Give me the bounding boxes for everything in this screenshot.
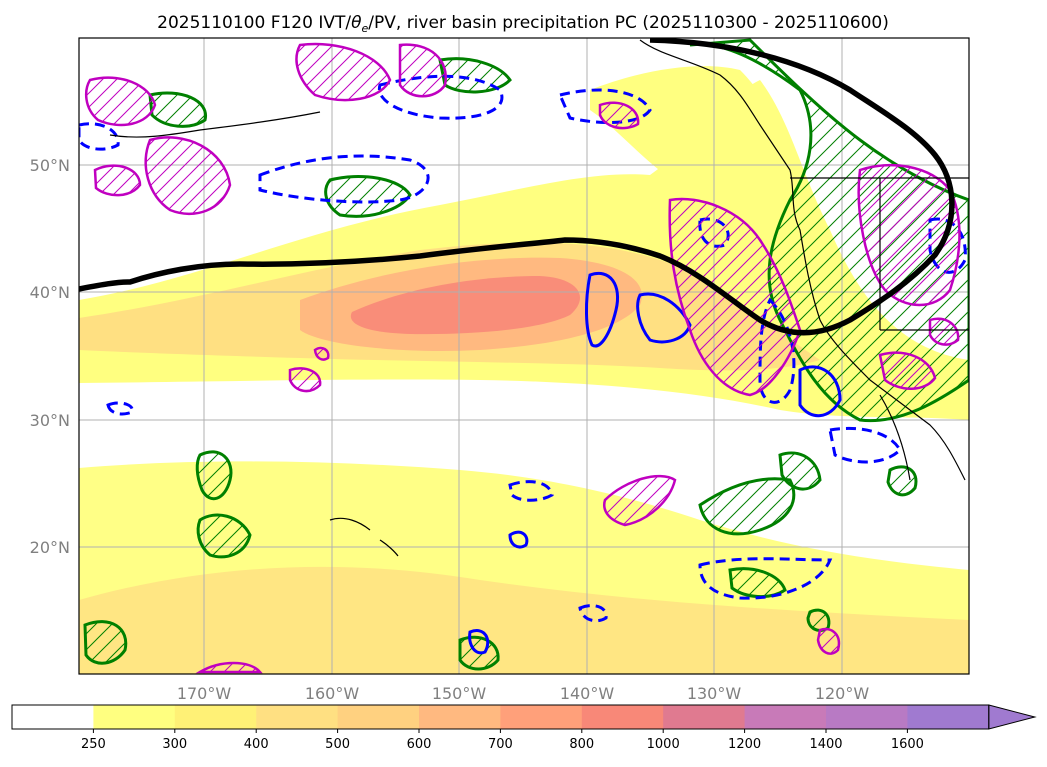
colorbar-tick-label: 400 [244, 737, 269, 752]
colorbar-tick-label: 800 [569, 737, 594, 752]
colorbar-tick-label: 1200 [728, 737, 761, 752]
map-frame [78, 37, 970, 675]
lat-label-50n: 50°N [30, 156, 70, 175]
colorbar-segment-10 [826, 705, 908, 729]
colorbar-segment-4 [337, 705, 420, 729]
colorbar-segment-7 [581, 705, 664, 729]
colorbar-segment-8 [663, 705, 746, 729]
colorbar-segment-0 [12, 705, 94, 729]
map-area [79, 38, 969, 674]
colorbar-tick-label: 300 [162, 737, 187, 752]
colorbar-segment-2 [174, 705, 257, 729]
colorbar-tick-label: 1400 [809, 737, 842, 752]
ivt-shading-ar-core [350, 276, 580, 335]
colorbar-segment-11 [907, 705, 990, 729]
lon-label-140w: 140°W [560, 684, 615, 703]
lat-label-20n: 20°N [30, 538, 70, 557]
map-title: 2025110100 F120 IVT/θe/PV, river basin p… [157, 13, 889, 35]
precipitation-contours [84, 42, 961, 674]
lon-labels: 170°W 160°W 150°W 140°W 130°W 120°W [177, 684, 870, 703]
colorbar-tick-label: 250 [81, 737, 106, 752]
lat-label-40n: 40°N [30, 283, 70, 302]
colorbar-extend-arrow [988, 704, 1037, 730]
colorbar-tick-label: 1600 [891, 737, 924, 752]
lat-label-30n: 30°N [30, 411, 70, 430]
colorbar-segment-9 [744, 705, 827, 729]
lat-labels: 50°N 40°N 30°N 20°N [30, 156, 70, 557]
lon-label-150w: 150°W [432, 684, 487, 703]
colorbar: 250 300 400 500 600 700 800 1000 1200 1400 1600 [11, 704, 1037, 752]
theta-e-solid-blue-contours [468, 272, 842, 655]
lon-label-120w: 120°W [815, 684, 870, 703]
colorbar-segment-5 [419, 705, 501, 729]
ivt-shading-coast [590, 66, 783, 197]
lon-label-160w: 160°W [305, 684, 360, 703]
colorbar-tick-label: 1000 [647, 737, 680, 752]
colorbar-tick-label: 500 [325, 737, 350, 752]
pv-contour [79, 38, 955, 336]
coastlines [109, 39, 969, 557]
theta-e-negative-contours [79, 74, 967, 623]
lon-label-130w: 130°W [687, 684, 742, 703]
colorbar-segment-6 [500, 705, 583, 729]
colorbar-segment-3 [256, 705, 339, 729]
colorbar-segment-1 [93, 705, 176, 729]
theta-e-positive-contours [83, 38, 969, 671]
ivt-shading-subtropical-inner [79, 566, 969, 674]
colorbar-tick-label: 600 [407, 737, 432, 752]
colorbar-tick-label: 700 [488, 737, 513, 752]
lon-label-170w: 170°W [177, 684, 232, 703]
